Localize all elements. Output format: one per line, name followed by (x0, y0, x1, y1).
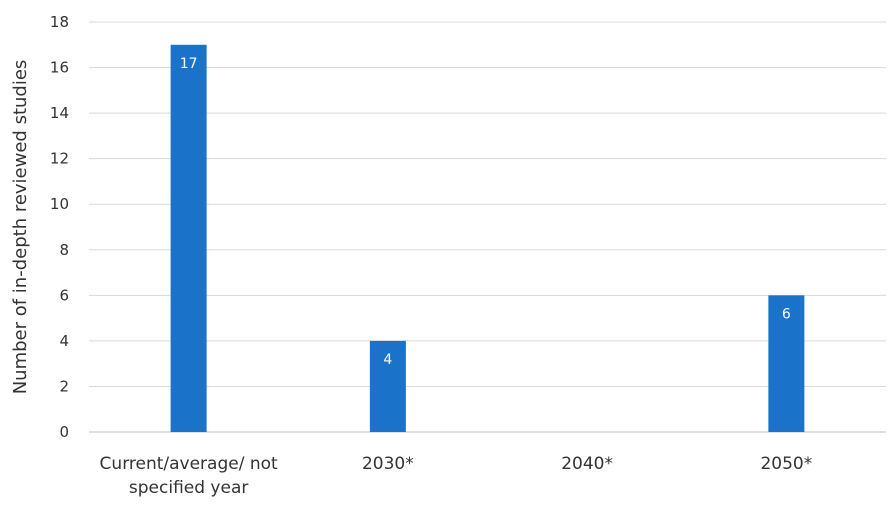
category-label: 2040* (561, 454, 613, 474)
y-tick-label: 4 (59, 332, 69, 350)
category-label-line: 2030* (362, 454, 414, 474)
data-label: 6 (782, 306, 791, 322)
data-label: 17 (180, 56, 198, 72)
category-label-line: specified year (129, 478, 248, 498)
y-tick-label: 2 (59, 377, 69, 395)
y-tick-label: 12 (50, 150, 69, 168)
category-label-line: 2040* (561, 454, 613, 474)
category-label-line: Current/average/ not (100, 454, 278, 474)
category-label: Current/average/ not specified year (100, 454, 278, 498)
y-tick-label: 16 (50, 59, 69, 77)
category-label: 2050* (760, 454, 812, 474)
y-axis-title: Number of in-depth reviewed studies (10, 60, 31, 395)
bar (369, 340, 406, 432)
y-tick-label: 14 (50, 104, 69, 122)
y-tick-label: 10 (50, 195, 69, 213)
category-label: 2030* (362, 454, 414, 474)
category-label-line: 2050* (760, 454, 812, 474)
y-tick-label: 0 (59, 423, 69, 441)
bar (170, 44, 207, 433)
y-tick-label: 6 (59, 286, 69, 304)
y-tick-label: 8 (59, 241, 69, 259)
y-tick-label: 18 (50, 13, 69, 31)
data-label: 4 (383, 352, 392, 368)
bar (768, 295, 805, 432)
